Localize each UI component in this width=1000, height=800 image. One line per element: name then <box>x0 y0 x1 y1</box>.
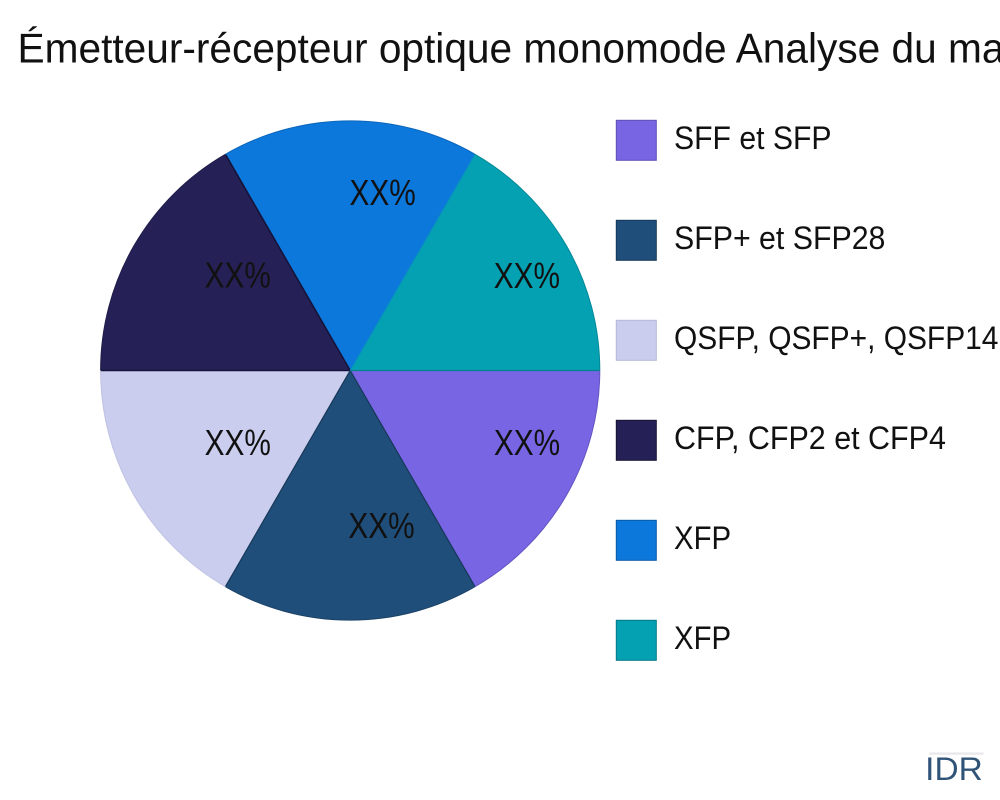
svg-text:XX%: XX% <box>350 172 416 213</box>
svg-text:XFP: XFP <box>674 620 731 656</box>
svg-text:XX%: XX% <box>494 255 560 296</box>
svg-text:XFP: XFP <box>674 520 731 556</box>
svg-text:SFF et SFP: SFF et SFP <box>674 120 832 156</box>
svg-text:IDR: IDR <box>925 750 983 787</box>
svg-text:XX%: XX% <box>494 422 560 463</box>
svg-text:XX%: XX% <box>348 505 414 546</box>
svg-text:CFP, CFP2 et CFP4: CFP, CFP2 et CFP4 <box>674 420 946 456</box>
svg-text:XX%: XX% <box>205 255 271 296</box>
svg-text:QSFP, QSFP+, QSFP14 et QSFP28: QSFP, QSFP+, QSFP14 et QSFP28 <box>674 320 1000 356</box>
svg-text:SFP+ et SFP28: SFP+ et SFP28 <box>674 220 885 256</box>
svg-text:Émetteur-récepteur optique mon: Émetteur-récepteur optique monomode Anal… <box>18 25 1000 72</box>
svg-text:XX%: XX% <box>205 422 271 463</box>
